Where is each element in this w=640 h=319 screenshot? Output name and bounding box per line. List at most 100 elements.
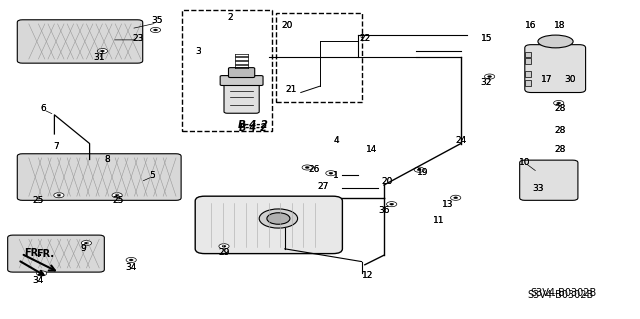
Text: 29: 29 xyxy=(218,248,230,256)
Text: 14: 14 xyxy=(365,145,377,154)
Circle shape xyxy=(454,197,458,199)
Text: 16: 16 xyxy=(525,21,537,30)
Text: 34: 34 xyxy=(33,276,44,285)
FancyBboxPatch shape xyxy=(8,235,104,272)
Circle shape xyxy=(219,244,229,249)
Text: 6: 6 xyxy=(41,104,46,113)
Text: 26: 26 xyxy=(308,165,319,174)
Text: 5: 5 xyxy=(150,171,155,180)
Text: 20: 20 xyxy=(381,177,393,186)
Text: 32: 32 xyxy=(481,78,492,87)
Text: 13: 13 xyxy=(442,200,454,209)
Text: 31: 31 xyxy=(93,53,105,62)
FancyBboxPatch shape xyxy=(520,160,578,200)
Text: 2: 2 xyxy=(228,13,233,22)
Text: 33: 33 xyxy=(532,184,543,193)
Bar xyxy=(525,58,531,64)
Text: 34: 34 xyxy=(125,263,137,272)
Bar xyxy=(182,10,272,131)
Circle shape xyxy=(54,193,64,198)
Text: 20: 20 xyxy=(281,21,292,30)
Text: S3V4-B0302B: S3V4-B0302B xyxy=(530,288,596,299)
Text: 28: 28 xyxy=(554,145,566,154)
Circle shape xyxy=(259,209,298,228)
Bar xyxy=(525,52,531,57)
Circle shape xyxy=(484,74,495,79)
Text: 12: 12 xyxy=(362,271,374,280)
Text: 26: 26 xyxy=(308,165,319,174)
Circle shape xyxy=(36,271,47,276)
Circle shape xyxy=(305,167,309,168)
Text: 22: 22 xyxy=(359,34,371,43)
Text: 16: 16 xyxy=(525,21,537,30)
Circle shape xyxy=(417,169,421,171)
Text: 5: 5 xyxy=(150,171,155,180)
Text: 35: 35 xyxy=(151,16,163,25)
Text: 8: 8 xyxy=(105,155,110,164)
Bar xyxy=(525,80,531,86)
Text: 19: 19 xyxy=(417,168,428,177)
Text: 3: 3 xyxy=(196,47,201,56)
Circle shape xyxy=(554,100,564,106)
Text: 34: 34 xyxy=(33,276,44,285)
Circle shape xyxy=(267,213,290,224)
Circle shape xyxy=(150,27,161,33)
Text: 20: 20 xyxy=(281,21,292,30)
Circle shape xyxy=(329,172,333,174)
Text: 12: 12 xyxy=(362,271,374,280)
Text: 15: 15 xyxy=(481,34,492,43)
Text: 8: 8 xyxy=(105,155,110,164)
Circle shape xyxy=(390,203,394,205)
Circle shape xyxy=(222,245,226,247)
Text: 27: 27 xyxy=(317,182,329,191)
Text: 29: 29 xyxy=(218,248,230,256)
Circle shape xyxy=(115,194,119,196)
Text: 31: 31 xyxy=(93,53,105,62)
Text: 28: 28 xyxy=(554,104,566,113)
Text: 7: 7 xyxy=(54,142,59,151)
Text: 17: 17 xyxy=(541,75,553,84)
Text: B-4-2: B-4-2 xyxy=(238,122,268,133)
Text: 21: 21 xyxy=(285,85,297,94)
Text: 15: 15 xyxy=(481,34,492,43)
FancyBboxPatch shape xyxy=(525,45,586,93)
Circle shape xyxy=(126,257,136,263)
FancyBboxPatch shape xyxy=(220,76,263,85)
Text: 9: 9 xyxy=(81,244,86,253)
Text: 35: 35 xyxy=(151,16,163,25)
Text: 23: 23 xyxy=(132,34,143,43)
Text: 18: 18 xyxy=(554,21,566,30)
Text: 23: 23 xyxy=(132,34,143,43)
Text: 30: 30 xyxy=(564,75,575,84)
Circle shape xyxy=(326,171,336,176)
Circle shape xyxy=(40,272,44,274)
Text: 21: 21 xyxy=(285,85,297,94)
Text: 27: 27 xyxy=(317,182,329,191)
Text: 11: 11 xyxy=(433,216,444,225)
Text: 28: 28 xyxy=(554,104,566,113)
Text: 25: 25 xyxy=(113,197,124,205)
FancyBboxPatch shape xyxy=(195,196,342,254)
Text: 18: 18 xyxy=(554,21,566,30)
Circle shape xyxy=(100,50,104,52)
Circle shape xyxy=(414,167,424,172)
Text: 4: 4 xyxy=(333,136,339,145)
Text: 20: 20 xyxy=(381,177,393,186)
Text: 28: 28 xyxy=(554,145,566,154)
FancyBboxPatch shape xyxy=(224,83,259,113)
Text: 25: 25 xyxy=(113,197,124,205)
Text: 10: 10 xyxy=(519,158,531,167)
Text: 17: 17 xyxy=(541,75,553,84)
Text: 30: 30 xyxy=(564,75,575,84)
FancyBboxPatch shape xyxy=(228,68,255,78)
Circle shape xyxy=(97,48,108,54)
Text: 13: 13 xyxy=(442,200,454,209)
Circle shape xyxy=(557,102,561,104)
FancyBboxPatch shape xyxy=(17,20,143,63)
Text: 24: 24 xyxy=(455,136,467,145)
Text: 36: 36 xyxy=(378,206,390,215)
Text: S3V4-B0302B: S3V4-B0302B xyxy=(527,290,593,300)
Circle shape xyxy=(488,76,492,78)
Text: 25: 25 xyxy=(33,197,44,205)
Circle shape xyxy=(451,195,461,200)
